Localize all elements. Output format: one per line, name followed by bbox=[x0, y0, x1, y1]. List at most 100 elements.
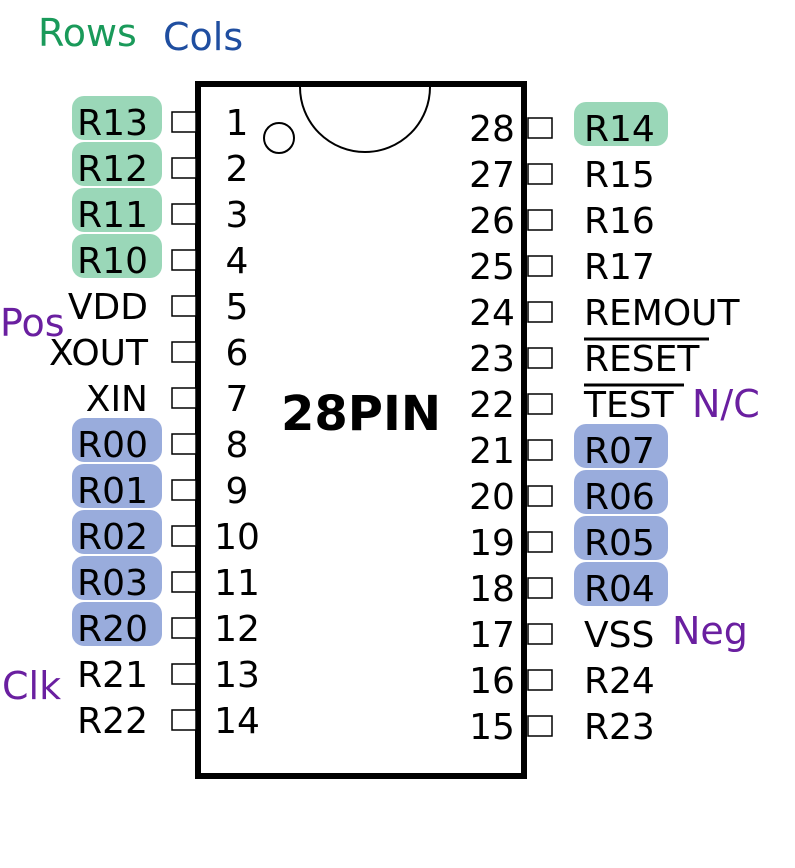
legend-rows: Rows bbox=[38, 11, 137, 55]
pin-number-1: 1 bbox=[226, 103, 249, 144]
annotation-pos: Pos bbox=[0, 301, 65, 345]
pin-pad-21 bbox=[527, 439, 553, 461]
pin-name-r14: R14 bbox=[584, 109, 655, 150]
pin-pad-5 bbox=[171, 295, 197, 317]
pin-number-6: 6 bbox=[226, 333, 249, 374]
highlight-r10 bbox=[72, 234, 162, 278]
pins: R13 1 R12 2 R11 3 R10 4 VDD 5 XOUT 6 XIN 7 R00 8 R01 9 R02… bbox=[0, 96, 760, 748]
pin-number-4: 4 bbox=[226, 241, 249, 282]
pin-pad-8 bbox=[171, 433, 197, 455]
pin-name-r00: R00 bbox=[77, 425, 148, 466]
pin-pad-15 bbox=[527, 715, 553, 737]
pin-pad-20 bbox=[527, 485, 553, 507]
pin-name-r12: R12 bbox=[77, 149, 148, 190]
pin-number-25: 25 bbox=[469, 247, 515, 288]
highlight-r01 bbox=[72, 464, 162, 508]
highlight-r04 bbox=[574, 562, 668, 606]
pin-name-r23: R23 bbox=[584, 707, 655, 748]
orientation-notch bbox=[299, 86, 431, 153]
pin-number-7: 7 bbox=[226, 379, 249, 420]
pin-pad-3 bbox=[171, 203, 197, 225]
highlight-r12 bbox=[72, 142, 162, 186]
pin-name-reset: RESET bbox=[584, 339, 700, 380]
pin-pad-25 bbox=[527, 255, 553, 277]
pin-name-r05: R05 bbox=[584, 523, 655, 564]
pin-number-14: 14 bbox=[214, 701, 260, 742]
pin-number-12: 12 bbox=[214, 609, 260, 650]
highlight-r05 bbox=[574, 516, 668, 560]
pin-name-test: TEST bbox=[583, 385, 675, 426]
pin-number-13: 13 bbox=[214, 655, 260, 696]
pin-name-r17: R17 bbox=[584, 247, 655, 288]
pin-number-20: 20 bbox=[469, 477, 515, 518]
pin-pad-23 bbox=[527, 347, 553, 369]
pin-number-8: 8 bbox=[226, 425, 249, 466]
pin-name-r10: R10 bbox=[77, 241, 148, 282]
pin-name-r11: R11 bbox=[77, 195, 148, 236]
pin-pad-26 bbox=[527, 209, 553, 231]
chip-label: 28PIN bbox=[281, 386, 441, 442]
pin-number-18: 18 bbox=[469, 569, 515, 610]
pin-pad-19 bbox=[527, 531, 553, 553]
pin-number-22: 22 bbox=[469, 385, 515, 426]
pin-number-24: 24 bbox=[469, 293, 515, 334]
pin-name-r01: R01 bbox=[77, 471, 148, 512]
pin-pad-10 bbox=[171, 525, 197, 547]
pin-number-19: 19 bbox=[469, 523, 515, 564]
pin-number-16: 16 bbox=[469, 661, 515, 702]
pin-name-r07: R07 bbox=[584, 431, 655, 472]
pin-number-10: 10 bbox=[214, 517, 260, 558]
pin-name-xout: XOUT bbox=[49, 333, 149, 374]
pin-name-r22: R22 bbox=[77, 701, 148, 742]
pin-number-26: 26 bbox=[469, 201, 515, 242]
annotation-clk: Clk bbox=[2, 664, 61, 708]
pin-number-5: 5 bbox=[226, 287, 249, 328]
pin-pad-12 bbox=[171, 617, 197, 639]
pin-pad-27 bbox=[527, 163, 553, 185]
highlight-r13 bbox=[72, 96, 162, 140]
pin-pad-2 bbox=[171, 157, 197, 179]
pin-pad-9 bbox=[171, 479, 197, 501]
pin-name-r24: R24 bbox=[584, 661, 655, 702]
pin-pad-16 bbox=[527, 669, 553, 691]
pin-name-r13: R13 bbox=[77, 103, 148, 144]
pin-name-r03: R03 bbox=[77, 563, 148, 604]
highlight-r14 bbox=[574, 102, 668, 146]
pin-name-xin: XIN bbox=[86, 379, 148, 420]
highlight-r00 bbox=[72, 418, 162, 462]
pin-name-vss: VSS bbox=[584, 615, 654, 656]
pin-pad-7 bbox=[171, 387, 197, 409]
highlight-r07 bbox=[574, 424, 668, 468]
pin-number-15: 15 bbox=[469, 707, 515, 748]
pin-pad-22 bbox=[527, 393, 553, 415]
pin-pad-1 bbox=[171, 111, 197, 133]
highlight-r03 bbox=[72, 556, 162, 600]
highlight-r06 bbox=[574, 470, 668, 514]
pin-number-17: 17 bbox=[469, 615, 515, 656]
pin-number-28: 28 bbox=[469, 109, 515, 150]
annotation-neg: Neg bbox=[672, 609, 748, 653]
pin-number-11: 11 bbox=[214, 563, 260, 604]
pin-name-r20: R20 bbox=[77, 609, 148, 650]
pin-number-2: 2 bbox=[226, 149, 249, 190]
legend-cols: Cols bbox=[163, 15, 244, 59]
pin-name-remout: REMOUT bbox=[584, 293, 741, 334]
pin-pad-6 bbox=[171, 341, 197, 363]
highlight-r20 bbox=[72, 602, 162, 646]
pin-pad-24 bbox=[527, 301, 553, 323]
pin-pad-13 bbox=[171, 663, 197, 685]
pin-name-r21: R21 bbox=[77, 655, 148, 696]
chip-body bbox=[195, 81, 527, 779]
pin-pad-18 bbox=[527, 577, 553, 599]
pin-pad-4 bbox=[171, 249, 197, 271]
pin-pad-11 bbox=[171, 571, 197, 593]
pin-pad-14 bbox=[171, 709, 197, 731]
pin-number-23: 23 bbox=[469, 339, 515, 380]
annotation-nc: N/C bbox=[692, 382, 760, 426]
pin-number-21: 21 bbox=[469, 431, 515, 472]
pin-name-r04: R04 bbox=[584, 569, 655, 610]
pin-name-r02: R02 bbox=[77, 517, 148, 558]
pin-pad-17 bbox=[527, 623, 553, 645]
